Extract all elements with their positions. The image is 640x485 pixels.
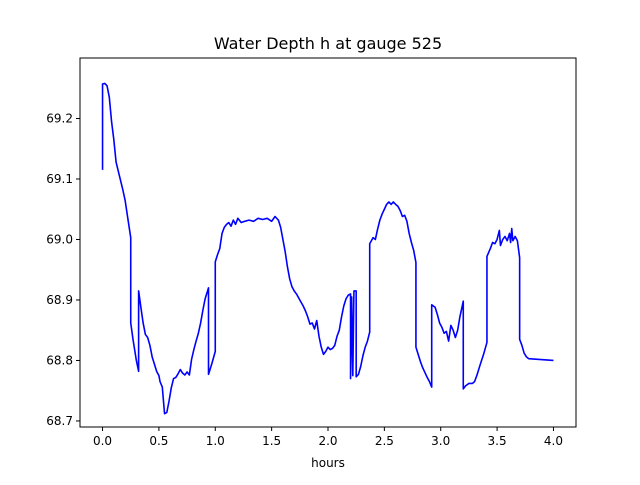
y-tick-label: 68.9	[46, 293, 73, 307]
series-line-0	[101, 82, 554, 415]
y-tick-label: 69.1	[46, 172, 73, 186]
x-tick-label: 2.5	[375, 434, 394, 448]
x-tick-label: 3.5	[488, 434, 507, 448]
x-tick-label: 1.0	[206, 434, 225, 448]
y-tick-label: 68.7	[46, 414, 73, 428]
series-layer	[101, 82, 554, 415]
x-axis: 0.0 0.5 1.0 1.5 2.0 2.5 3.0 3.5 4.0	[93, 427, 563, 448]
x-tick-label: 0.5	[149, 434, 168, 448]
x-tick-label: 4.0	[544, 434, 563, 448]
y-tick-label: 69.0	[46, 232, 73, 246]
x-tick-label: 2.0	[318, 434, 337, 448]
y-axis: 68.7 68.8 68.9 69.0 69.1 69.2	[46, 111, 80, 428]
x-axis-label: hours	[311, 456, 345, 470]
x-tick-label: 0.0	[93, 434, 112, 448]
chart-title: Water Depth h at gauge 525	[214, 34, 442, 53]
y-tick-label: 69.2	[46, 111, 73, 125]
y-tick-label: 68.8	[46, 353, 73, 367]
x-tick-label: 3.0	[431, 434, 450, 448]
x-tick-label: 1.5	[262, 434, 281, 448]
